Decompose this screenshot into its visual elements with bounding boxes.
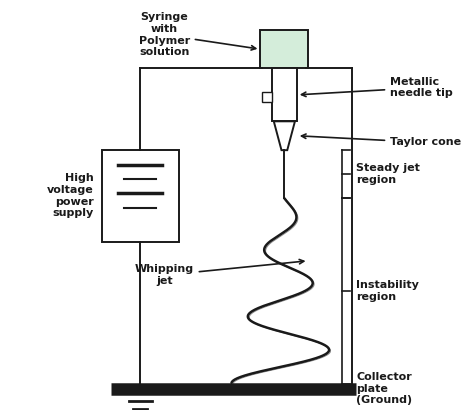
Bar: [260, 30, 309, 68]
Polygon shape: [274, 121, 295, 150]
Text: Steady jet
region: Steady jet region: [356, 163, 420, 185]
Bar: [101, 150, 179, 241]
Text: Syringe
with
Polymer
solution: Syringe with Polymer solution: [138, 13, 256, 57]
Text: Taylor cone: Taylor cone: [301, 134, 461, 148]
Text: Whipping
jet: Whipping jet: [135, 259, 304, 286]
Text: Metallic
needle tip: Metallic needle tip: [301, 77, 453, 98]
Text: Instability
region: Instability region: [356, 280, 419, 302]
Bar: [272, 68, 297, 121]
Text: High
voltage
power
supply: High voltage power supply: [47, 173, 94, 218]
Bar: [262, 93, 272, 102]
Text: Collector
plate
(Ground): Collector plate (Ground): [356, 372, 412, 405]
